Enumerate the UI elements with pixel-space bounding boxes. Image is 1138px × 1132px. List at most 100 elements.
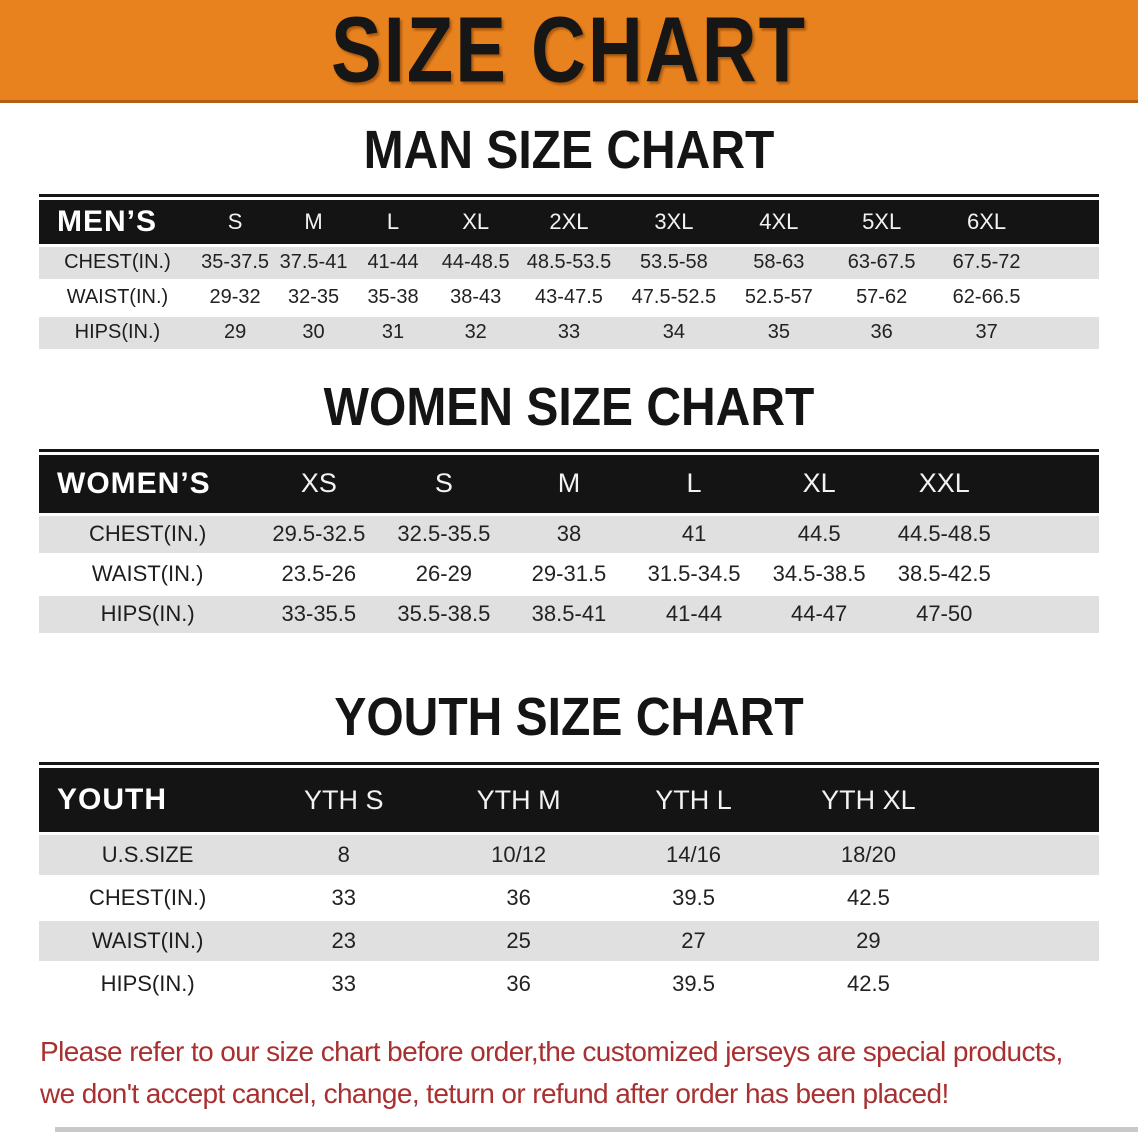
filler-cell xyxy=(956,878,1099,918)
table-cell: 42.5 xyxy=(847,885,890,911)
size-column-header: XL xyxy=(462,208,490,234)
table-cell: 31 xyxy=(381,321,405,344)
table-cell: 26-29 xyxy=(415,561,473,587)
disclaimer-line-2: we don't accept cancel, change, teturn o… xyxy=(40,1078,949,1110)
row-label: CHEST(IN.) xyxy=(88,521,207,547)
size-column-header: S xyxy=(227,208,243,234)
table-cell: 53.5-58 xyxy=(639,251,708,274)
men-header-row: MEN’S S M L XL 2XL 3XL 4XL 5XL 6XL xyxy=(39,199,1099,244)
row-label: CHEST(IN.) xyxy=(88,885,207,911)
table-cell: 52.5-57 xyxy=(744,286,813,309)
size-column-header: 5XL xyxy=(862,208,902,234)
table-cell: 38 xyxy=(556,521,582,547)
table-cell: 43-47.5 xyxy=(535,286,603,309)
table-cell: 32-35 xyxy=(287,286,340,309)
table-cell: 41-44 xyxy=(367,251,419,274)
men-section-heading: MAN SIZE CHART xyxy=(0,121,1138,180)
table-cell: 62-66.5 xyxy=(952,286,1021,309)
size-column-header: YTH S xyxy=(303,784,384,815)
men-hips-row: HIPS(IN.) 29 30 31 32 33 34 35 36 37 xyxy=(39,316,1099,349)
size-column-header: YTH L xyxy=(655,784,732,815)
size-column-header: 2XL xyxy=(549,208,589,234)
filler-cell xyxy=(1007,596,1099,633)
row-label: HIPS(IN.) xyxy=(74,321,161,344)
table-cell: 35-37.5 xyxy=(201,251,270,274)
men-waist-row: WAIST(IN.) 29-32 32-35 35-38 38-43 43-47… xyxy=(39,281,1099,314)
table-cell: 8 xyxy=(337,842,350,868)
row-label: CHEST(IN.) xyxy=(64,251,171,274)
table-cell: 47-50 xyxy=(916,601,973,627)
table-cell: 44-47 xyxy=(791,601,848,627)
filler-cell xyxy=(1040,282,1099,314)
row-label: HIPS(IN.) xyxy=(100,971,195,997)
table-cell: 33 xyxy=(331,885,356,911)
order-disclaimer: Please refer to our size chart before or… xyxy=(40,1031,1138,1115)
table-cell: 29 xyxy=(856,928,881,954)
youth-section-heading: YOUTH SIZE CHART xyxy=(0,688,1138,747)
women-waist-row: WAIST(IN.) 23.5-26 26-29 29-31.5 31.5-34… xyxy=(39,555,1099,593)
women-table-label: WOMEN’S xyxy=(57,466,211,500)
table-cell: 35 xyxy=(767,321,790,344)
table-cell: 32.5-35.5 xyxy=(397,521,491,547)
size-column-header: XL xyxy=(802,468,836,499)
size-column-header: S xyxy=(434,468,453,499)
filler-cell xyxy=(956,835,1099,875)
bottom-divider xyxy=(55,1127,1138,1132)
table-cell: 34.5-38.5 xyxy=(772,561,866,587)
table-cell: 35.5-38.5 xyxy=(397,601,491,627)
table-cell: 67.5-72 xyxy=(952,251,1021,274)
table-cell: 38-43 xyxy=(450,286,502,309)
filler-cell xyxy=(1040,200,1099,244)
table-cell: 38.5-42.5 xyxy=(897,561,991,587)
row-label: WAIST(IN.) xyxy=(91,561,204,587)
men-chest-row: CHEST(IN.) 35-37.5 37.5-41 41-44 44-48.5… xyxy=(39,246,1099,279)
size-column-header: YTH XL xyxy=(821,784,916,815)
table-cell: 29 xyxy=(223,321,247,344)
size-column-header: L xyxy=(386,208,400,234)
size-column-header: XS xyxy=(300,468,337,499)
table-cell: 41 xyxy=(681,521,707,547)
table-cell: 30 xyxy=(302,321,325,344)
row-label: WAIST(IN.) xyxy=(66,286,169,309)
table-cell: 33 xyxy=(557,321,581,344)
table-cell: 48.5-53.5 xyxy=(526,251,612,274)
table-cell: 29.5-32.5 xyxy=(272,521,366,547)
size-column-header: XXL xyxy=(918,468,970,499)
size-column-header: 4XL xyxy=(759,208,799,234)
youth-ussize-row: U.S.SIZE 8 10/12 14/16 18/20 xyxy=(39,835,1099,876)
table-cell: 34 xyxy=(662,321,686,344)
table-cell: 38.5-41 xyxy=(531,601,607,627)
table-cell: 29-31.5 xyxy=(531,561,607,587)
table-cell: 25 xyxy=(506,928,531,954)
table-cell: 37 xyxy=(975,321,998,344)
table-cell: 29-32 xyxy=(209,286,261,309)
youth-size-table: YOUTH YTH S YTH M YTH L YTH XL U.S.SIZE … xyxy=(39,762,1099,1007)
table-cell: 33-35.5 xyxy=(281,601,357,627)
table-cell: 10/12 xyxy=(491,842,547,868)
size-column-header: M xyxy=(557,468,581,499)
row-label: HIPS(IN.) xyxy=(100,601,195,627)
filler-cell xyxy=(956,921,1099,961)
table-cell: 35-38 xyxy=(367,286,419,309)
table-cell: 31.5-34.5 xyxy=(647,561,741,587)
table-cell: 39.5 xyxy=(672,971,715,997)
table-cell: 23.5-26 xyxy=(281,561,357,587)
table-cell: 36 xyxy=(506,885,531,911)
youth-chest-row: CHEST(IN.) 33 36 39.5 42.5 xyxy=(39,878,1099,919)
size-chart-banner: SIZE CHART xyxy=(0,0,1138,103)
table-cell: 32 xyxy=(464,321,487,344)
table-cell: 39.5 xyxy=(672,885,715,911)
table-cell: 41-44 xyxy=(665,601,723,627)
filler-cell xyxy=(1040,247,1099,279)
women-size-table: WOMEN’S XS S M L XL XXL CHEST(IN.) 29.5-… xyxy=(39,448,1099,636)
filler-cell xyxy=(1007,516,1099,553)
youth-table-label: YOUTH xyxy=(57,783,167,817)
table-cell: 37.5-41 xyxy=(279,251,348,274)
row-label: U.S.SIZE xyxy=(101,842,194,868)
youth-hips-row: HIPS(IN.) 33 36 39.5 42.5 xyxy=(39,964,1099,1005)
page-title: SIZE CHART xyxy=(331,0,807,102)
table-cell: 42.5 xyxy=(847,971,890,997)
table-cell: 44-48.5 xyxy=(441,251,510,274)
table-cell: 58-63 xyxy=(753,251,805,274)
size-column-header: L xyxy=(686,468,702,499)
